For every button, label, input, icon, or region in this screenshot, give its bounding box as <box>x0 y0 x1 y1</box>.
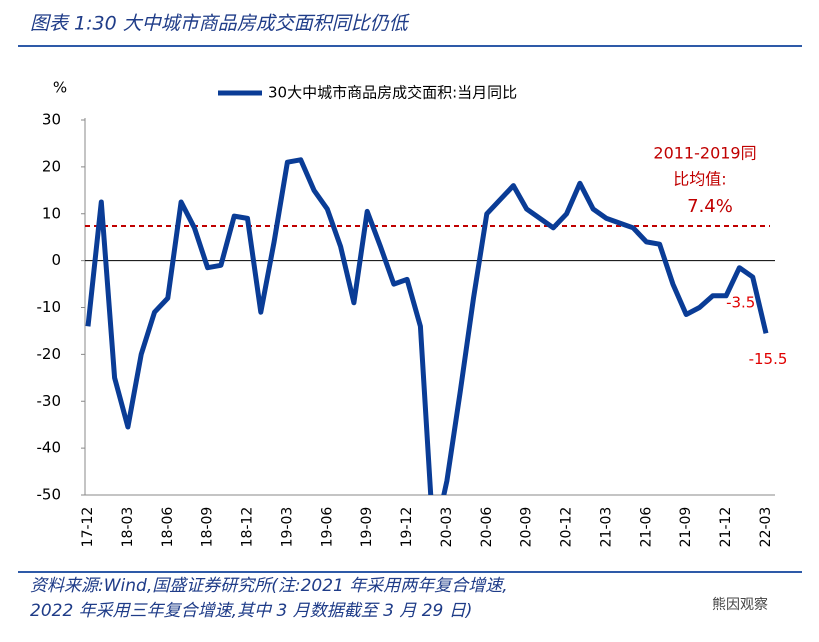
y-tick-label: -20 <box>37 345 62 363</box>
y-tick-label: 30 <box>42 111 61 129</box>
annotation: 比均值: <box>673 170 726 189</box>
x-tick-label: 21-06 <box>638 507 654 548</box>
x-tick-label: 18-09 <box>200 507 216 548</box>
x-tick-label: 21-03 <box>598 507 614 548</box>
x-tick-label: 20-03 <box>439 507 455 548</box>
x-tick-label: 20-12 <box>559 507 575 548</box>
x-tick-label: 21-12 <box>718 507 734 548</box>
y-tick-label: -10 <box>37 298 62 316</box>
y-tick-label: 20 <box>42 157 61 175</box>
plot-area <box>85 157 769 495</box>
footer-text: 资料来源:Wind,国盛证券研究所(注:2021 年采用两年复合增速, <box>30 576 508 596</box>
x-tick-label: 18-03 <box>120 507 136 548</box>
x-tick-label: 20-09 <box>519 507 535 548</box>
data-label: -3.5 <box>726 294 755 312</box>
y-tick-label: -50 <box>37 486 62 504</box>
annotation: 2011-2019同 <box>653 144 756 163</box>
y-axis-label: % <box>53 79 67 97</box>
y-tick-label: 0 <box>51 251 61 269</box>
x-tick-label: 19-12 <box>399 507 415 548</box>
x-tick-label: 19-09 <box>359 507 375 548</box>
y-tick-label: -30 <box>37 392 62 410</box>
chart-title: 图表 1:30 大中城市商品房成交面积同比仍低 <box>30 13 410 35</box>
y-tick-label: 10 <box>42 204 61 222</box>
x-tick-label: 18-12 <box>240 507 256 548</box>
x-tick-label: 19-03 <box>279 507 295 548</box>
x-tick-label: 22-03 <box>758 507 774 548</box>
watermark: 熊因观察 <box>712 596 768 613</box>
footer-text: 2022 年采用三年复合增速,其中 3 月数据截至 3 月 29 日) <box>30 601 472 621</box>
line <box>85 157 769 495</box>
reference-label: 7.4% <box>687 196 733 217</box>
x-tick-label: 20-06 <box>479 507 495 548</box>
y-tick-label: -40 <box>37 439 62 457</box>
x-tick-label: 21-09 <box>678 507 694 548</box>
x-tick-label: 18-06 <box>160 507 176 548</box>
legend-label: 30大中城市商品房成交面积:当月同比 <box>268 84 517 102</box>
data-label: -15.5 <box>749 350 788 368</box>
x-tick-label: 17-12 <box>80 507 96 548</box>
x-tick-label: 19-06 <box>319 507 335 548</box>
